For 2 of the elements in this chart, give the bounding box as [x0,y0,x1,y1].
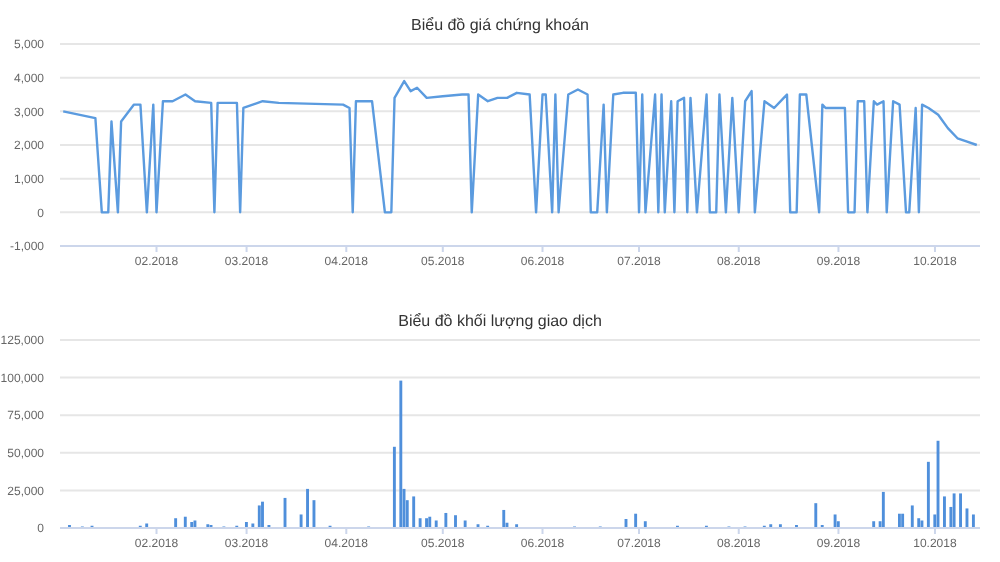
chart-title: Biểu đồ giá chứng khoán [409,16,591,34]
chart-title: Biểu đồ khối lượng giao dịch [396,312,604,330]
